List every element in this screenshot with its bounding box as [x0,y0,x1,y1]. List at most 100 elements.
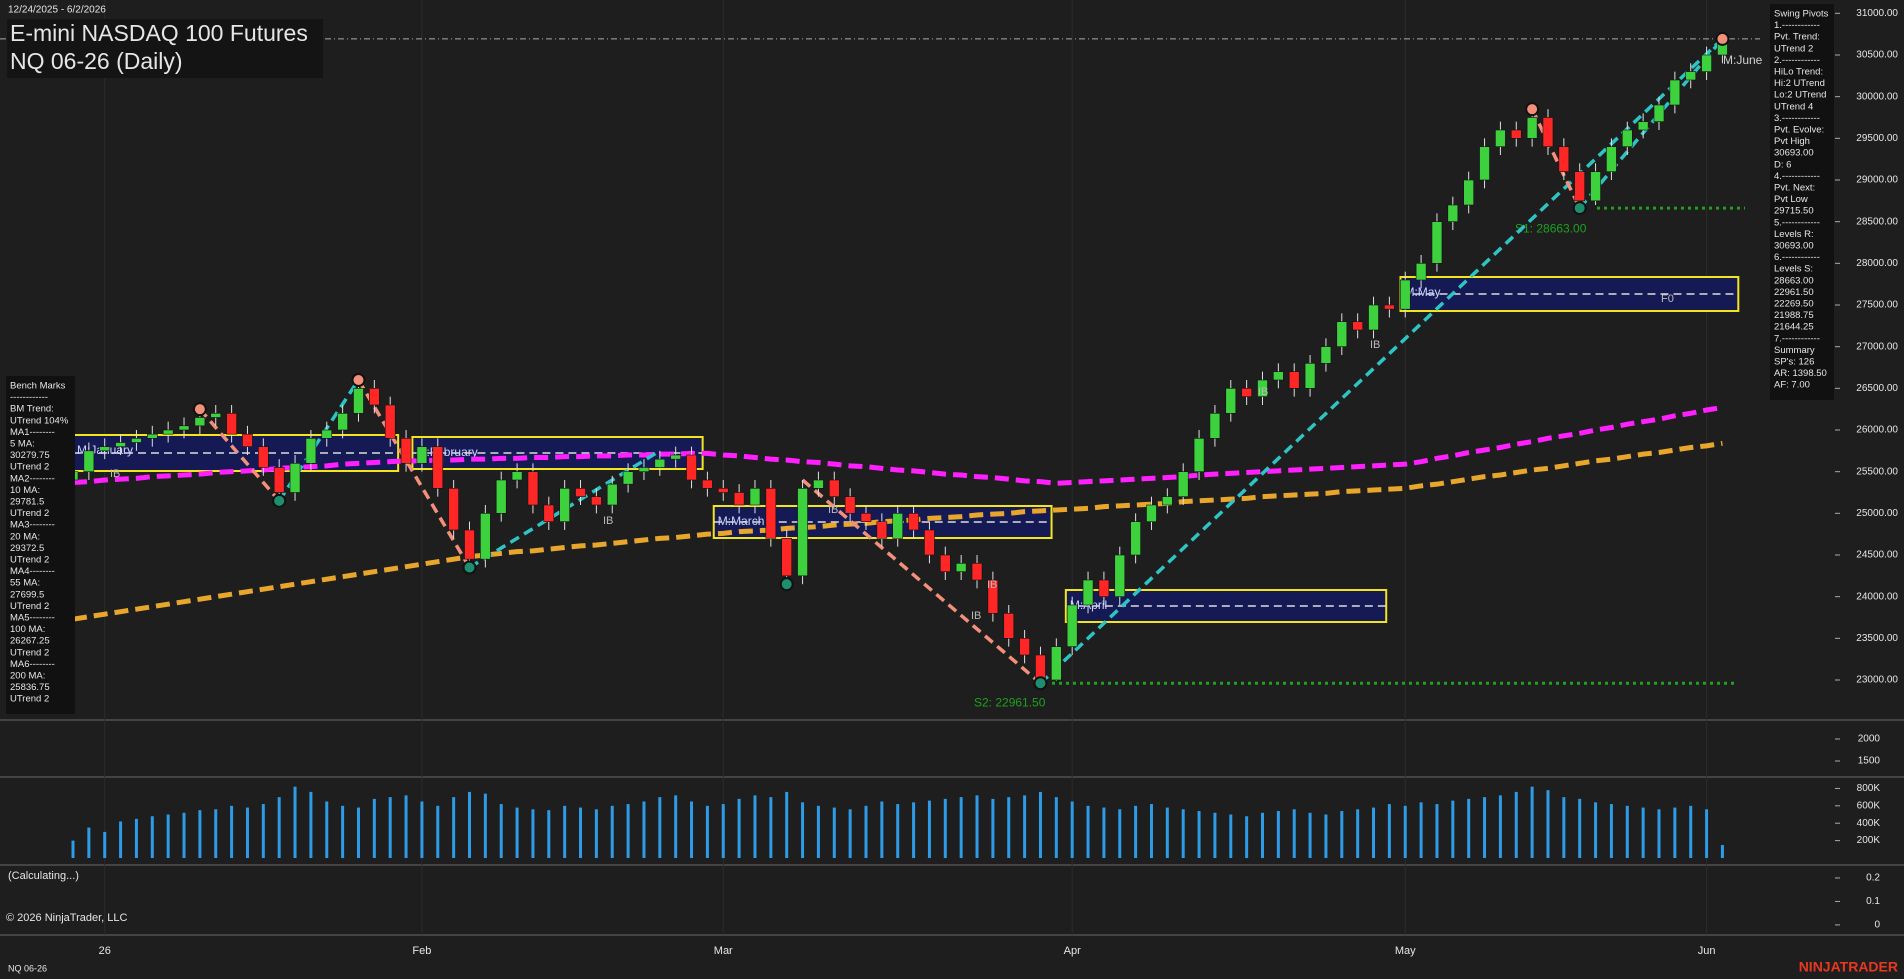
candle-body [1146,504,1157,522]
trend-leg [198,408,281,502]
candle-body [1701,54,1712,72]
x-tick-label: Jun [1698,945,1716,957]
volume-bar [1038,791,1042,858]
candle-body [1621,129,1633,147]
volume-bar [230,805,234,858]
trend-leg [1039,37,1724,685]
brand: NINJATRADER [1799,959,1898,975]
swing-pivots-line: 21988.75 [1774,310,1814,321]
x-tick-label: Feb [412,945,431,957]
swing-pivots-line: Pvt. Evolve: [1774,125,1824,136]
swing-pivots-line: 21644.25 [1774,322,1814,333]
candle-body [1463,179,1474,206]
candle-body [955,563,967,572]
symbol: NQ 06-26 [8,963,47,973]
x-tick-label: May [1395,945,1416,957]
y-tick-label: 1500 [1858,756,1881,767]
candle-body [1542,117,1554,147]
volume-bar [499,804,503,858]
level-label: S1: 28663.00 [1515,221,1587,235]
annotation: IB [971,610,981,622]
volume-bar [1387,804,1391,858]
candle-body [876,521,888,539]
candle-body [971,563,983,581]
candle-body [1241,388,1252,397]
volume-bar [1324,814,1328,858]
swing-pivots-line: 30693.00 [1774,241,1814,252]
volume-bar [1435,804,1439,858]
candle-body [654,458,666,468]
volume-bar [1530,786,1534,858]
y-tick-label: 28000.00 [1856,258,1898,269]
y-tick-label: 29500.00 [1856,133,1898,144]
volume-bar [1007,797,1011,858]
volume-bar [927,800,931,858]
volume-bar [1292,809,1296,858]
candle-body [495,479,507,514]
bench-marks-line: 100 MA: [10,624,45,635]
candle-body [1130,521,1141,556]
chart-title: E-mini NASDAQ 100 Futures [10,20,308,46]
swing-pivots-line: Summary [1774,345,1815,356]
volume-bar [896,804,900,858]
volume-bar [1261,812,1264,858]
bench-marks-line: MA4-------- [10,566,55,577]
y-tick-label: 26000.00 [1856,425,1898,436]
bench-marks-line: MA2-------- [10,473,55,484]
bench-marks-line: UTrend 2 [10,601,49,612]
volume-bar [356,807,360,858]
volume-bar [119,821,123,858]
candle-body [1082,579,1094,606]
volume-bar [1023,795,1027,858]
candle-body [337,413,348,431]
volume-bar [198,810,202,858]
bench-marks-line: UTrend 2 [10,555,49,566]
volume-bar [816,805,820,858]
volume-bar [801,802,805,858]
candle-body [226,413,237,435]
volume-bar [309,791,313,858]
volume-bar [594,809,598,858]
candle-body [1257,379,1268,397]
volume-bar [1372,807,1376,858]
swing-pivots-line: 22961.50 [1774,287,1814,298]
candle-body [717,488,729,493]
volume-bar [214,809,218,858]
candle-body [1304,363,1316,389]
status: (Calculating...) [8,870,79,882]
candle-body [702,479,713,489]
trend-leg [1578,37,1724,210]
volume-bar [150,816,154,858]
y-tick-label: 2000 [1858,734,1881,745]
swing-pivots-line: AR: 1398.50 [1774,368,1827,379]
candle-body [289,463,301,493]
y-tick-label: 23000.00 [1856,675,1898,686]
volume-bar [737,798,741,858]
bench-marks-line: 10 MA: [10,485,40,496]
swing-pivots-line: Hi:2 UTrend [1774,78,1825,89]
volume-bar [912,802,916,858]
volume-bar [610,805,614,858]
candle-body [1637,121,1649,131]
volume-bar [848,809,852,858]
volume-bar [1165,807,1169,858]
bench-marks-line: 20 MA: [10,531,40,542]
candle-body [210,413,222,418]
candle-body [369,388,380,406]
x-tick-label: Apr [1064,945,1081,957]
candle-body [1051,646,1062,681]
volume-bar [579,807,583,858]
swing-pivots-line: Pvt. Trend: [1774,32,1820,43]
y-tick-label: 24000.00 [1856,591,1898,602]
candle-body [1574,171,1585,202]
swing-pivots-line: Pvt Low [1774,194,1808,205]
pivot-marker [1572,201,1587,216]
volume-bar [325,801,329,858]
candle-body [670,454,681,460]
candle-body [1685,71,1697,81]
swing-pivots-line: 4.------------ [1774,171,1820,182]
volume-bar [753,795,757,858]
y-tick-label: 27500.00 [1856,300,1898,311]
volume-bar [1102,807,1106,858]
